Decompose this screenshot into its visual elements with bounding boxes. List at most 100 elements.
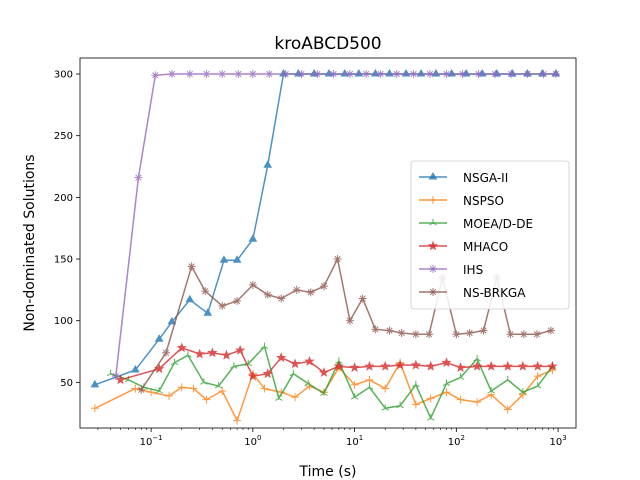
series-5 — [137, 255, 555, 394]
x-tick-label-0: 10−1 — [140, 434, 163, 448]
series-1-point-20 — [411, 400, 420, 409]
series-3-point-13 — [333, 360, 344, 371]
series-5-point-17 — [397, 329, 406, 338]
series-4-point-21 — [458, 70, 467, 79]
legend-box — [410, 160, 570, 310]
x-axis-label: Time (s) — [299, 464, 357, 480]
x-tick-label-3: 102 — [448, 434, 465, 448]
series-3-point-14 — [349, 362, 360, 372]
series-4-point-7 — [234, 70, 243, 79]
series-2-point-11 — [275, 394, 283, 401]
legend: NSGA-II NSPSO MOEA/D-DE MHACO IHS NS-BRKGA — [410, 160, 570, 310]
series-2-point-21 — [426, 414, 435, 421]
series-4-point-27 — [551, 70, 560, 79]
series-3-point-6 — [234, 344, 246, 355]
series-1-point-21 — [426, 394, 435, 403]
series-2-point-25 — [487, 387, 495, 394]
series-2-point-5 — [184, 351, 192, 358]
legend-label-3: MHACO — [463, 240, 508, 254]
series-5-point-9 — [292, 285, 301, 294]
series-0-point-19 — [416, 69, 426, 77]
series-2-point-13 — [304, 379, 312, 387]
series-0-point-3 — [167, 316, 177, 325]
series-4-point-11 — [297, 70, 306, 79]
series-0-point-0 — [90, 379, 100, 388]
series-5-point-19 — [425, 330, 434, 339]
series-0-point-2 — [154, 334, 164, 342]
series-4-point-24 — [507, 70, 516, 79]
x-tick-label-4: 103 — [549, 434, 566, 448]
y-tick-label-1: 100 — [54, 316, 73, 327]
series-0-point-15 — [354, 69, 364, 77]
series-5-point-2 — [187, 262, 196, 271]
series-5-point-10 — [306, 288, 315, 297]
series-2-point-23 — [456, 373, 465, 380]
series-4-point-14 — [345, 70, 354, 79]
x-axis: 10−1 100 101 102 103 — [97, 428, 567, 448]
series-4-point-25 — [523, 70, 532, 79]
series-3-point-27 — [547, 360, 558, 371]
series-1-point-3 — [165, 391, 174, 400]
legend-marker-0 — [428, 172, 438, 180]
series-1-point-1 — [131, 384, 140, 393]
plot-frame — [79, 57, 577, 429]
chart-title: kroABCD500 — [274, 34, 381, 54]
y-tick-label-4: 250 — [54, 131, 73, 142]
series-2-point-3 — [155, 387, 163, 394]
series-4-point-10 — [281, 70, 290, 79]
series-0-point-13 — [324, 69, 334, 77]
series-1-point-24 — [473, 398, 482, 407]
legend-label-4: IHS — [463, 263, 483, 277]
series-3-point-22 — [471, 360, 483, 371]
series-0-point-18 — [401, 69, 411, 77]
series-3-point-24 — [502, 360, 513, 371]
series-4-point-19 — [425, 70, 434, 79]
series-4-point-8 — [248, 70, 257, 79]
legend-label-2: MOEA/D-DE — [463, 217, 533, 231]
series-5-point-22 — [465, 329, 474, 338]
series-5-point-12 — [333, 255, 342, 264]
series-0-point-8 — [248, 234, 258, 242]
series-2-point-18 — [381, 404, 389, 411]
series-5-point-3 — [201, 287, 210, 296]
series-2-point-27 — [519, 388, 527, 395]
series-1-point-12 — [291, 393, 300, 402]
series-2-point-20 — [412, 380, 420, 388]
series-3-point-10 — [289, 358, 301, 369]
series-5-point-5 — [233, 296, 242, 305]
series-2-point-7 — [214, 382, 223, 389]
series-3-point-3 — [194, 348, 205, 359]
series-5-point-25 — [506, 330, 515, 339]
series-4-point-15 — [362, 70, 371, 79]
y-axis-label: Non-dominated Solutions — [22, 154, 38, 331]
series-1-point-25 — [487, 390, 496, 399]
legend-marker-1 — [429, 196, 437, 204]
series-4-point-18 — [409, 70, 418, 79]
series-5-point-18 — [411, 330, 420, 339]
series-3-point-26 — [532, 360, 543, 371]
series-2-point-10 — [260, 342, 269, 350]
series-0-point-21 — [447, 69, 457, 77]
series-3-point-23 — [486, 360, 497, 371]
legend-label-5: NS-BRKGA — [463, 286, 526, 300]
series-4-point-3 — [167, 70, 176, 79]
y-tick-label-2: 150 — [54, 255, 73, 266]
series-3-point-4 — [207, 347, 218, 358]
series-5-point-7 — [263, 290, 272, 299]
series-1-point-8 — [233, 416, 242, 425]
series-3-point-17 — [394, 359, 406, 370]
series-4-point-26 — [539, 70, 548, 79]
series-3-point-25 — [517, 360, 528, 371]
series-3-point-15 — [364, 360, 375, 371]
x-tick-label-1: 100 — [244, 434, 261, 448]
y-tick-label-0: 50 — [60, 378, 73, 389]
series-3-point-19 — [425, 360, 436, 371]
series-2-point-12 — [289, 369, 298, 377]
series-line-2 — [110, 345, 554, 420]
series-1-point-28 — [533, 372, 542, 381]
series-0-point-17 — [385, 69, 394, 77]
series-1-point-5 — [189, 384, 198, 393]
legend-marker-2 — [429, 219, 437, 226]
series-5-point-28 — [546, 326, 555, 335]
series-1-point-23 — [456, 395, 465, 404]
